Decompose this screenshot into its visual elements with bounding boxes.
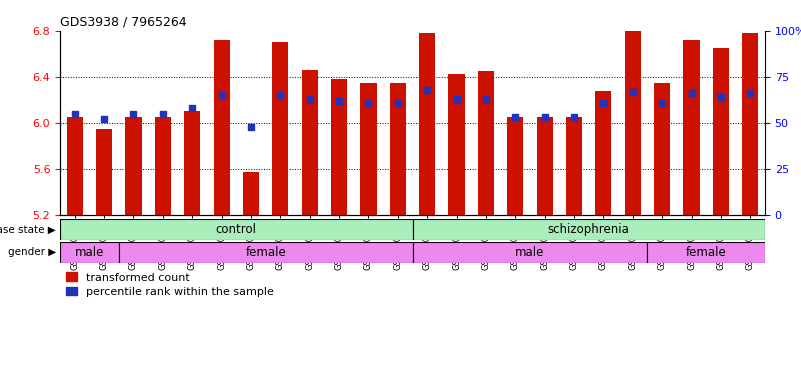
Bar (507, 117, 523, 215)
Point (244, 124, 257, 130)
Bar (390, 83, 406, 215)
Point (656, 99, 669, 106)
Bar (66, 117, 83, 215)
Point (68, 111, 81, 117)
Point (362, 99, 375, 106)
Bar (96, 129, 112, 215)
Bar (243, 172, 259, 215)
Text: female: female (245, 246, 286, 259)
Bar (272, 42, 288, 215)
Bar (419, 33, 435, 215)
Bar (126, 117, 142, 215)
Text: disease state ▶: disease state ▶ (0, 224, 56, 235)
Point (156, 111, 169, 117)
Bar (647, 242, 765, 263)
Point (685, 90, 698, 96)
Point (304, 96, 316, 102)
Bar (413, 219, 765, 240)
Point (332, 98, 345, 104)
Bar (184, 111, 200, 215)
Point (714, 94, 727, 100)
Bar (302, 70, 318, 215)
Point (450, 96, 463, 102)
Bar (566, 117, 582, 215)
Point (509, 114, 521, 121)
Point (127, 111, 140, 117)
Text: gender ▶: gender ▶ (8, 247, 56, 258)
Text: schizophrenia: schizophrenia (548, 223, 630, 236)
Point (186, 105, 199, 111)
Bar (654, 83, 670, 215)
Point (98, 116, 111, 122)
Point (215, 92, 228, 98)
Point (480, 96, 493, 102)
Point (274, 92, 287, 98)
Bar (155, 117, 171, 215)
Text: control: control (215, 223, 257, 236)
Bar (537, 117, 553, 215)
Point (626, 88, 639, 94)
Bar (119, 242, 413, 263)
Bar (625, 28, 641, 215)
Legend: transformed count, percentile rank within the sample: transformed count, percentile rank withi… (66, 272, 273, 297)
Text: GDS3938 / 7965264: GDS3938 / 7965264 (60, 15, 187, 28)
Bar (413, 242, 647, 263)
Bar (60, 242, 119, 263)
Text: male: male (74, 246, 104, 259)
Bar (449, 74, 465, 215)
Point (744, 90, 757, 96)
Bar (595, 91, 611, 215)
Point (421, 87, 433, 93)
Text: male: male (515, 246, 545, 259)
Bar (60, 219, 413, 240)
Point (392, 99, 405, 106)
Bar (360, 83, 376, 215)
Bar (683, 40, 699, 215)
Text: female: female (686, 246, 727, 259)
Point (597, 99, 610, 106)
Bar (713, 48, 729, 215)
Point (568, 114, 581, 121)
Bar (331, 79, 347, 215)
Point (538, 114, 551, 121)
Bar (478, 71, 494, 215)
Bar (214, 40, 230, 215)
Bar (743, 33, 759, 215)
